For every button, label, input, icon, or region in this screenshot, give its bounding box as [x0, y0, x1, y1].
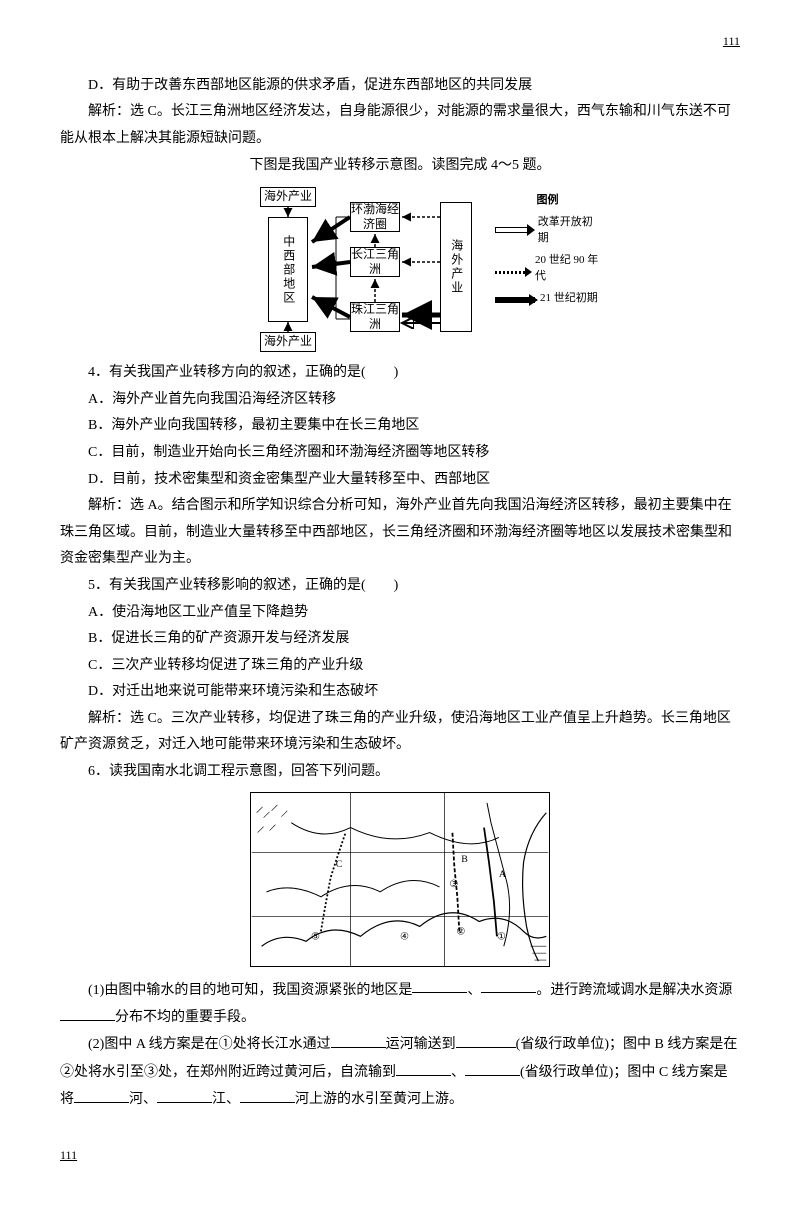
analysis-3: 解析：选 C。长江三角洲地区经济发达，自身能源很少，对能源的需求量很大，西气东输…: [60, 99, 740, 152]
q6-2a: (2)图中 A 线方案是在①处将长江水通过: [88, 1037, 331, 1052]
legend-arrow1: [495, 225, 533, 235]
diagram1-legend: 图例 改革开放初期 20 世纪 90 年代 21 世纪初期: [495, 192, 600, 306]
blank: [331, 1031, 386, 1048]
blank: [412, 977, 467, 994]
box-yangtze: 长江三角洲: [350, 247, 400, 277]
q6-2g: 江、: [212, 1092, 240, 1107]
legend-title: 图例: [495, 192, 600, 209]
q6-1c: 。进行跨流域调水是解决水资源: [536, 982, 732, 997]
q6-sub2: (2)图中 A 线方案是在①处将长江水通过运河输送到(省级行政单位)；图中 B …: [60, 1031, 740, 1113]
q5-D: D．对迁出地来说可能带来环境污染和生态破坏: [60, 679, 740, 706]
q6-2f: 河、: [129, 1092, 157, 1107]
q4-stem: 4．有关我国产业转移方向的叙述，正确的是( ): [60, 360, 740, 387]
legend-arrow3: [495, 297, 535, 303]
legend-arrow2: [495, 271, 530, 274]
box-pearl: 珠江三角洲: [350, 302, 400, 332]
blank: [74, 1086, 129, 1103]
q5-stem: 5．有关我国产业转移影响的叙述，正确的是( ): [60, 573, 740, 600]
q4-D: D．目前，技术密集型和资金密集型产业大量转移至中、西部地区: [60, 467, 740, 494]
q5-analysis: 解析：选 C。三次产业转移，均促进了珠三角的产业升级，使沿海地区工业产值呈上升趋…: [60, 706, 740, 759]
svg-text:C: C: [336, 859, 343, 870]
page-number-top: 111: [60, 30, 740, 53]
svg-text:⑤: ⑤: [311, 931, 320, 942]
blank: [456, 1031, 516, 1048]
blank: [60, 1004, 115, 1021]
legend2: 20 世纪 90 年代: [535, 252, 600, 285]
q5-A: A．使沿海地区工业产值呈下降趋势: [60, 600, 740, 627]
box-overseas-top: 海外产业: [260, 187, 316, 207]
svg-text:A: A: [499, 869, 507, 880]
box-right-overseas: 海外产业: [440, 202, 472, 332]
q5-C: C．三次产业转移均促进了珠三角的产业升级: [60, 653, 740, 680]
svg-text:④: ④: [400, 931, 409, 942]
q6-2b: 运河输送到: [386, 1037, 456, 1052]
svg-text:②: ②: [456, 926, 465, 937]
q6-1b: 、: [467, 982, 481, 997]
diagram2-container: A B C ① ② ③ ④ ⑤: [60, 792, 740, 967]
legend3: 21 世纪初期: [540, 290, 598, 307]
blank: [396, 1059, 451, 1076]
map-svg: A B C ① ② ③ ④ ⑤: [251, 793, 549, 966]
q6-stem: 6．读我国南水北调工程示意图，回答下列问题。: [60, 759, 740, 786]
q6-2d: 、: [451, 1065, 465, 1080]
q5-B: B．促进长三角的矿产资源开发与经济发展: [60, 626, 740, 653]
q4-C: C．目前，制造业开始向长三角经济圈和环渤海经济圈等地区转移: [60, 440, 740, 467]
blank: [465, 1059, 520, 1076]
q4-B: B．海外产业向我国转移，最初主要集中在长三角地区: [60, 413, 740, 440]
box-midwest: 中西部地区: [268, 217, 308, 322]
page-number-bottom: 111: [60, 1144, 740, 1167]
industry-transfer-diagram: 海外产业 海外产业 中西部地区 环渤海经济圈 长江三角洲 珠江三角洲 海外产业: [200, 187, 600, 352]
box-overseas-bottom: 海外产业: [260, 332, 316, 352]
diagram1-container: 海外产业 海外产业 中西部地区 环渤海经济圈 长江三角洲 珠江三角洲 海外产业: [60, 187, 740, 352]
box-bohai: 环渤海经济圈: [350, 202, 400, 232]
svg-text:①: ①: [497, 931, 506, 942]
blank: [157, 1086, 212, 1103]
q6-2h: 河上游的水引至黄河上游。: [295, 1092, 463, 1107]
option-d: D．有助于改善东西部地区能源的供求矛盾，促进东西部地区的共同发展: [60, 73, 740, 100]
blank: [481, 977, 536, 994]
svg-text:B: B: [461, 854, 468, 865]
legend1: 改革开放初期: [538, 214, 600, 247]
q6-sub1: (1)由图中输水的目的地可知，我国资源紧张的地区是 、 。进行跨流域调水是解决水资源…: [60, 977, 740, 1032]
q4-analysis: 解析：选 A。结合图示和所学知识综合分析可知，海外产业首先向我国沿海经济区转移，…: [60, 493, 740, 573]
q6-1a: (1)由图中输水的目的地可知，我国资源紧张的地区是: [88, 982, 412, 997]
q4-A: A．海外产业首先向我国沿海经济区转移: [60, 387, 740, 414]
svg-text:③: ③: [449, 879, 458, 890]
blank: [240, 1086, 295, 1103]
water-diversion-map: A B C ① ② ③ ④ ⑤: [250, 792, 550, 967]
fig1-intro: 下图是我国产业转移示意图。读图完成 4～5 题。: [60, 153, 740, 180]
q6-1d: 分布不均的重要手段。: [115, 1010, 255, 1025]
